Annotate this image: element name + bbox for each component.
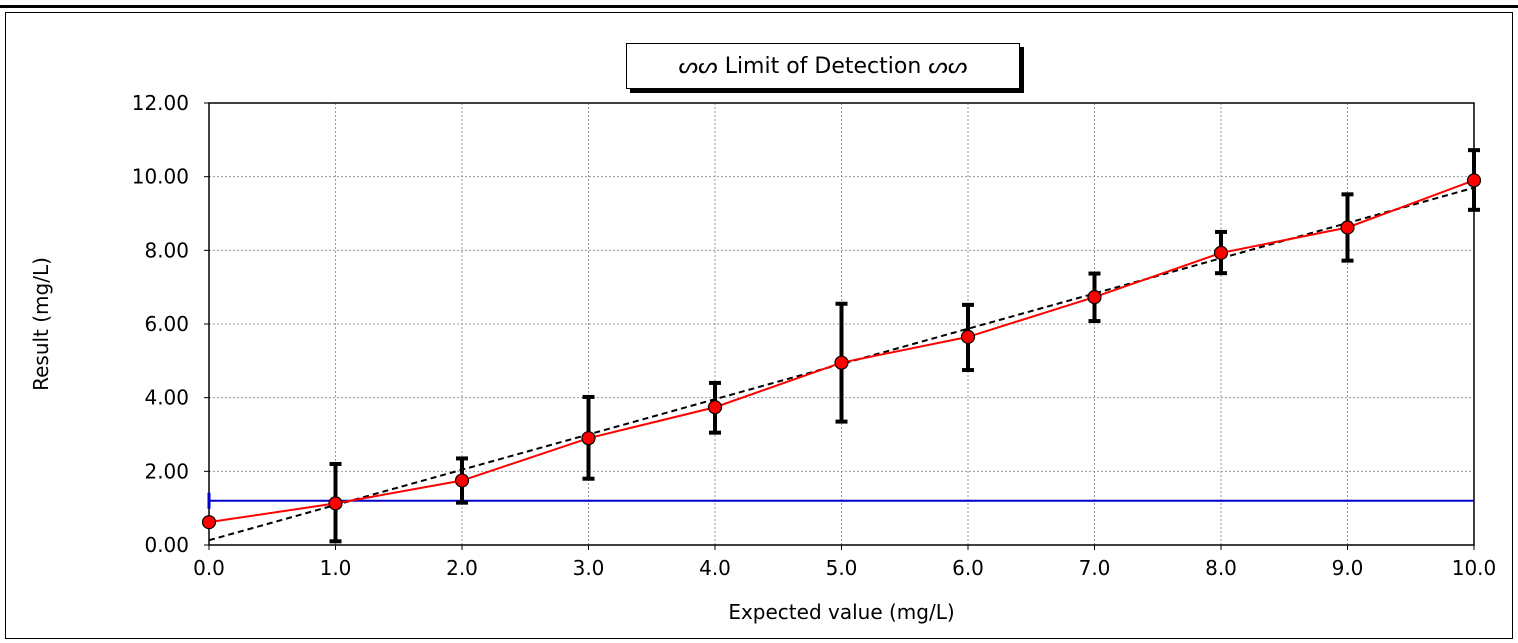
data-point xyxy=(1213,245,1229,261)
y-tick-label: 2.00 xyxy=(144,459,189,483)
y-axis-label: Result (mg/L) xyxy=(29,257,53,391)
chart-area[interactable]: 0.0 1.0 2.0 3.0 4.0 5.0 6.0 7.0 8.0 9.0 10.0 0.00 2.… xyxy=(5,12,1513,639)
data-point xyxy=(834,355,849,370)
y-tick-label: 0.00 xyxy=(144,533,189,557)
data-point xyxy=(328,496,343,511)
regression-line xyxy=(208,186,1475,542)
y-tick-label: 4.00 xyxy=(144,386,189,410)
x-tick-label: 10.0 xyxy=(1452,556,1497,580)
y-tick-label: 12.00 xyxy=(132,91,189,115)
x-tick-label: 3.0 xyxy=(573,556,605,580)
x-tick-label: 1.0 xyxy=(320,556,352,580)
x-axis-label: Expected value (mg/L) xyxy=(728,600,954,624)
data-point xyxy=(1087,290,1102,305)
x-tick-label: 0.0 xyxy=(193,556,225,580)
spreadsheet-top-strip xyxy=(0,0,1518,8)
chart-plot: 0.0 1.0 2.0 3.0 4.0 5.0 6.0 7.0 8.0 9.0 10.0 0.00 2.… xyxy=(29,91,1497,624)
y-tick-label: 8.00 xyxy=(144,238,189,262)
x-tick-label: 2.0 xyxy=(446,556,478,580)
x-tick-label: 6.0 xyxy=(952,556,984,580)
x-tick-label: 8.0 xyxy=(1205,556,1237,580)
x-tick-label: 4.0 xyxy=(699,556,731,580)
x-tick-label: 9.0 xyxy=(1332,556,1364,580)
sheet-border-rule xyxy=(0,5,1518,8)
data-point xyxy=(581,431,596,446)
data-point xyxy=(707,400,723,415)
y-tick-label: 10.00 xyxy=(132,165,189,189)
data-point xyxy=(1466,173,1482,188)
chart-title: ᔕᔕ Limit of Detection ᔕᔕ xyxy=(626,43,1020,89)
x-tick-label: 7.0 xyxy=(1079,556,1111,580)
y-tick-label: 6.00 xyxy=(144,312,189,336)
x-tick-label: 5.0 xyxy=(826,556,858,580)
data-point xyxy=(960,329,976,344)
data-point xyxy=(454,473,470,488)
chart-title-box[interactable]: ᔕᔕ Limit of Detection ᔕᔕ xyxy=(626,43,1026,95)
data-point xyxy=(201,515,217,530)
data-point xyxy=(1340,220,1355,235)
